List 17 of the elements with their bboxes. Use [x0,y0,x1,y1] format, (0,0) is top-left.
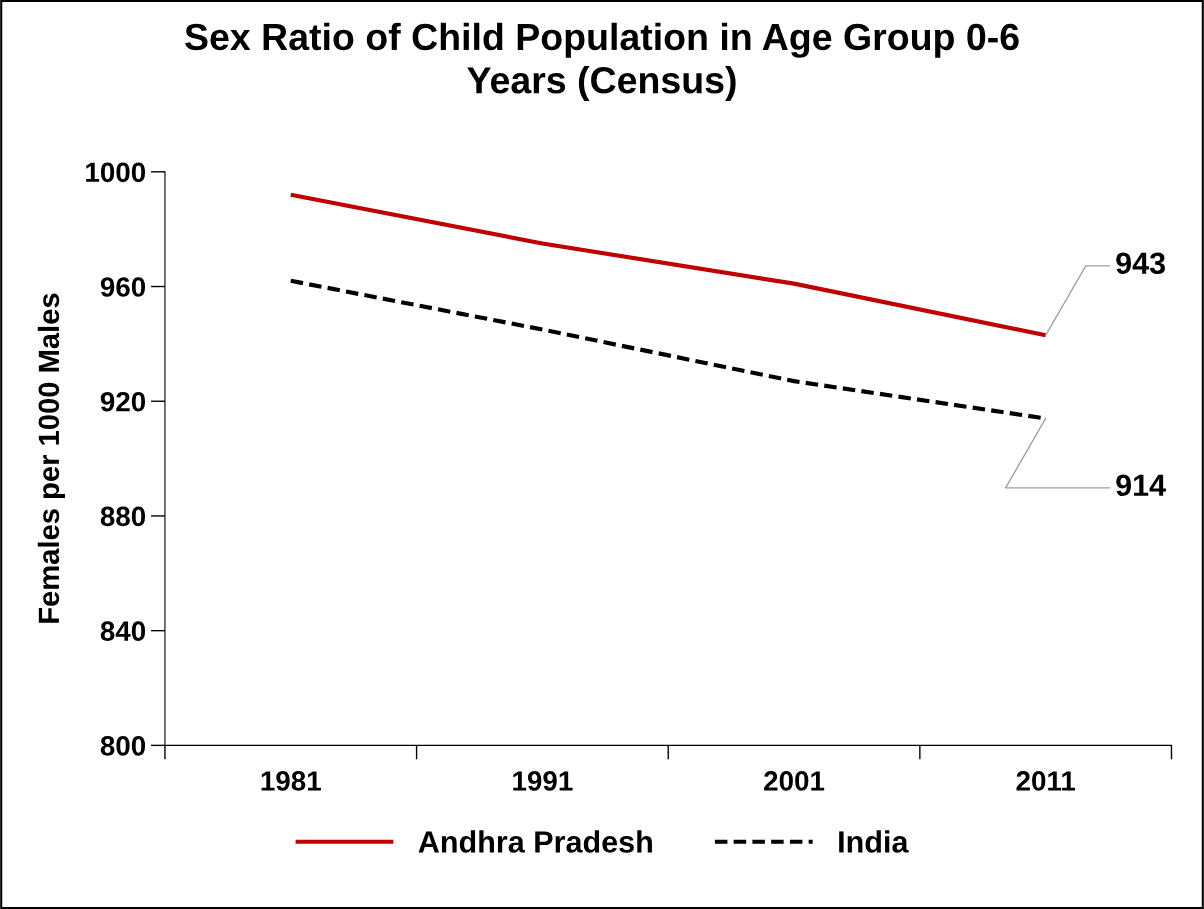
y-tick-label: 840 [100,621,146,641]
line-series [288,192,1048,338]
y-tick-label: 920 [100,391,146,412]
chart-title: Sex Ratio of Child Population in Age Group 0-6 Years (Census) [185,22,1019,101]
legend-label: India [839,830,909,853]
y-tick-label: 960 [100,277,146,297]
y-axis-title: Females per 1000 Males [37,293,65,623]
data-label: 914 [1116,474,1166,497]
y-tick-label: 880 [100,506,146,527]
x-tick-label: 1981 [261,771,321,791]
x-tick-label: 2011 [1016,771,1076,791]
y-tick-label: 1000 [86,162,146,183]
legend-label: Andhra Pradesh [418,830,652,853]
x-tick-label: 2001 [764,771,825,791]
data-label: 943 [1116,252,1165,275]
x-tick-label: 1991 [513,771,573,791]
y-tick-label: 800 [100,736,146,756]
